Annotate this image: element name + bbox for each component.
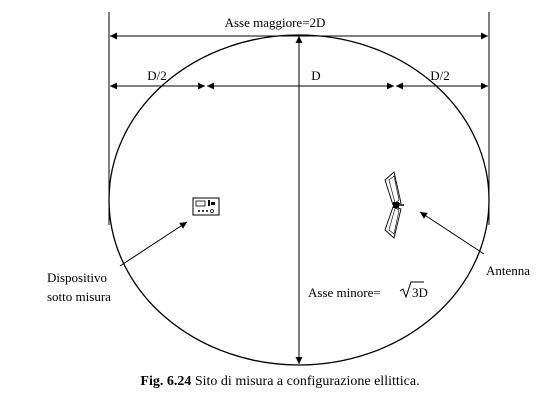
antenna-leader-arrow [419, 211, 485, 255]
minor-axis-label: Asse minore= [308, 285, 381, 300]
right-half-label: D/2 [430, 68, 450, 83]
device-label-line1: Dispositivo [47, 270, 107, 285]
antenna-label: Antenna [486, 263, 530, 278]
minor-axis-prefix: Asse minore= [308, 285, 381, 300]
center-label: D [311, 68, 320, 83]
minor-axis-value: 3D [412, 285, 428, 300]
device-leader-arrow [119, 221, 188, 267]
figure-number: Fig. 6.24 [140, 374, 192, 389]
major-axis-label: Asse maggiore=2D [225, 15, 326, 30]
figure-caption-text: Sito di misura a configurazione ellittic… [191, 374, 420, 389]
device-under-test-icon [192, 197, 220, 216]
device-label-line2: sotto misura [47, 289, 111, 304]
biconical-antenna-icon [384, 171, 404, 239]
figure-caption: Fig. 6.24 Sito di misura a configurazion… [0, 374, 560, 390]
left-half-label: D/2 [147, 68, 167, 83]
square-root-sign [399, 281, 424, 299]
